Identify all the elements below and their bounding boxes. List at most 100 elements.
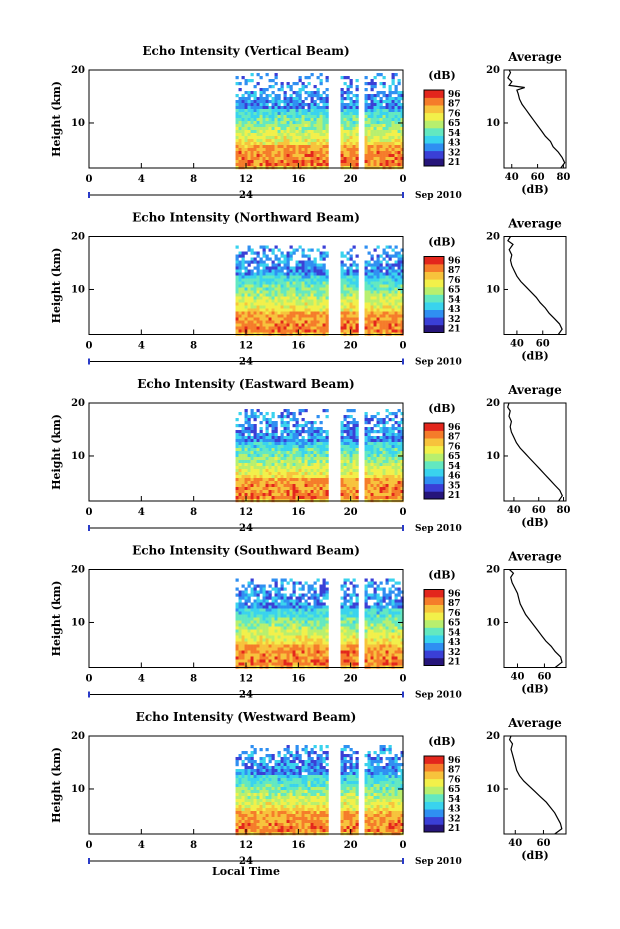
heatmap-cell — [367, 320, 371, 324]
heatmap-cell — [262, 641, 266, 645]
heatmap-cell — [253, 451, 257, 455]
heatmap-cell — [379, 157, 383, 161]
heatmap-cell — [256, 317, 260, 321]
heatmap-cell — [238, 317, 242, 321]
heatmap-cell — [316, 653, 320, 657]
heatmap-cell — [247, 605, 251, 609]
heatmap-cell — [373, 490, 377, 494]
heatmap-cell — [373, 121, 377, 125]
heatmap-cell — [253, 632, 257, 636]
heatmap-cell — [367, 463, 371, 467]
heatmap-cell — [367, 275, 371, 279]
heatmap-cell — [376, 112, 380, 116]
heatmap-cell — [346, 115, 350, 119]
heatmap-cell — [367, 439, 371, 443]
heatmap-cell — [373, 323, 377, 327]
heatmap-cell — [241, 112, 245, 116]
average-profile-line — [507, 236, 563, 335]
heatmap-cell — [295, 611, 299, 615]
heatmap-cell — [265, 653, 269, 657]
heatmap-cell — [391, 484, 395, 488]
heatmap-cell — [382, 454, 386, 458]
heatmap-cell — [376, 245, 380, 249]
heatmap-cell — [379, 472, 383, 476]
heatmap-cell — [376, 302, 380, 306]
heatmap-cell — [343, 160, 347, 164]
heatmap-cell — [304, 439, 308, 443]
heatmap-cell — [283, 659, 287, 663]
heatmap-cell — [268, 439, 272, 443]
heatmap-cell — [367, 427, 371, 431]
heatmap-cell — [295, 124, 299, 128]
heatmap-cell — [343, 484, 347, 488]
heatmap-cell — [346, 272, 350, 276]
heatmap-cell — [370, 311, 374, 315]
heatmap-cell — [394, 287, 398, 291]
heatmap-cell — [382, 82, 386, 86]
heatmap-cell — [343, 133, 347, 137]
heatmap-cell — [397, 457, 401, 461]
heatmap-cell — [265, 145, 269, 149]
heatmap-cell — [310, 593, 314, 597]
heatmap-cell — [319, 442, 323, 446]
heatmap-cell — [301, 466, 305, 470]
heatmap-cell — [271, 136, 275, 140]
heatmap-cell — [376, 91, 380, 95]
heatmap-cell — [385, 103, 389, 107]
heatmap-cell — [292, 308, 296, 312]
heatmap-cell — [394, 299, 398, 303]
heatmap-cell — [394, 484, 398, 488]
heatmap-cell — [343, 308, 347, 312]
heatmap-cell — [307, 115, 311, 119]
heatmap-cell — [364, 94, 368, 98]
heatmap-cell — [325, 151, 329, 155]
average-x-label: (dB) — [521, 516, 548, 529]
heatmap-cell — [349, 415, 353, 419]
heatmap-cell — [295, 100, 299, 104]
heatmap-cell — [298, 454, 302, 458]
heatmap-cell — [364, 290, 368, 294]
heatmap-cell — [367, 296, 371, 300]
heatmap-cell — [397, 139, 401, 143]
heatmap-cell — [286, 478, 290, 482]
heatmap-cell — [259, 272, 263, 276]
heatmap-cell — [364, 103, 368, 107]
heatmap-cell — [316, 442, 320, 446]
heatmap-cell — [355, 311, 359, 315]
heatmap-cell — [295, 421, 299, 425]
heatmap-cell — [370, 136, 374, 140]
heatmap-cell — [289, 118, 293, 122]
heatmap-cell — [259, 245, 263, 249]
heatmap-cell — [373, 145, 377, 149]
heatmap-cell — [235, 287, 239, 291]
heatmap-cell — [307, 94, 311, 98]
heatmap-cell — [400, 448, 404, 452]
heatmap-cell — [379, 493, 383, 497]
heatmap-cell — [271, 251, 275, 255]
heatmap-cell — [385, 112, 389, 116]
heatmap-cell — [319, 329, 323, 333]
heatmap-cell — [307, 442, 311, 446]
heatmap-cell — [256, 142, 260, 146]
heatmap-cell — [250, 281, 254, 285]
heatmap-cell — [295, 160, 299, 164]
heatmap-cell — [271, 302, 275, 306]
heatmap-cell — [262, 311, 266, 315]
heatmap-cell — [283, 97, 287, 101]
heatmap-cell — [280, 278, 284, 282]
heatmap-cell — [373, 136, 377, 140]
heatmap-cell — [295, 136, 299, 140]
heatmap-cell — [277, 94, 281, 98]
heatmap-cell — [322, 106, 326, 110]
heatmap-cell — [283, 596, 287, 600]
heatmap-cell — [367, 115, 371, 119]
heatmap-cell — [340, 281, 344, 285]
heatmap-cell — [253, 136, 257, 140]
heatmap-cell — [355, 287, 359, 291]
heatmap-cell — [391, 160, 395, 164]
heatmap-cell — [400, 106, 404, 110]
heatmap-cell — [280, 460, 284, 464]
heatmap-cell — [268, 629, 272, 633]
heatmap-cell — [295, 617, 299, 621]
heatmap-cell — [301, 248, 305, 252]
